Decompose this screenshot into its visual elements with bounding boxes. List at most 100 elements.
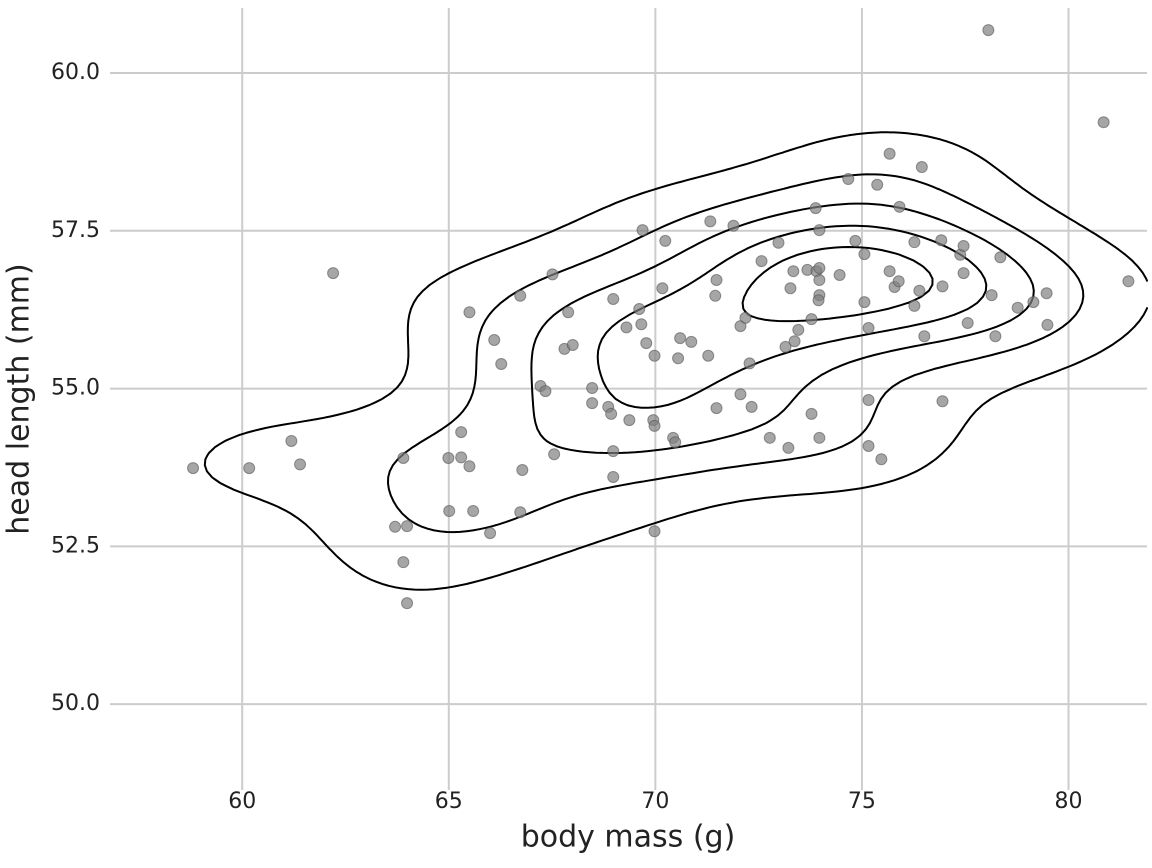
data-point [883, 147, 896, 160]
data-point [727, 219, 740, 232]
data-point [858, 296, 871, 309]
data-point [463, 460, 476, 473]
data-point [243, 462, 256, 475]
data-point [514, 506, 527, 519]
data-point [640, 337, 653, 350]
data-point [743, 357, 756, 370]
data-point [586, 397, 599, 410]
x-tick-label: 80 [1055, 789, 1083, 814]
data-point [989, 330, 1002, 343]
data-point [1122, 275, 1135, 288]
data-point [442, 452, 455, 465]
data-point [607, 470, 620, 483]
data-point [488, 333, 501, 346]
data-point [548, 448, 561, 461]
data-point [401, 597, 414, 610]
data-point [401, 520, 414, 533]
data-point [935, 234, 948, 247]
data-point [636, 224, 649, 237]
y-tick-label: 55.0 [51, 376, 100, 401]
data-point [982, 24, 995, 37]
data-point [908, 236, 921, 249]
data-point [1097, 116, 1110, 129]
data-point [648, 349, 661, 362]
data-point [327, 267, 340, 280]
data-point [397, 556, 410, 569]
data-point [813, 224, 826, 237]
data-point [862, 321, 875, 334]
y-tick-label: 50.0 [51, 691, 100, 716]
data-point [294, 458, 307, 471]
data-point [463, 306, 476, 319]
data-point [659, 234, 672, 247]
data-point [849, 234, 862, 247]
density-contour [203, 131, 1148, 591]
density-contour [387, 173, 1085, 534]
data-point [669, 436, 682, 449]
data-point [1040, 287, 1053, 300]
data-point [285, 434, 298, 447]
data-point [443, 505, 456, 518]
x-tick-label: 65 [435, 789, 463, 814]
data-point [674, 332, 687, 345]
data-point [566, 339, 579, 352]
data-point [739, 311, 752, 324]
data-point [858, 248, 871, 261]
data-point [813, 274, 826, 287]
x-tick-label: 70 [641, 789, 669, 814]
data-point [586, 381, 599, 394]
data-point [985, 289, 998, 302]
data-point [792, 323, 805, 336]
data-point [813, 431, 826, 444]
data-point [397, 452, 410, 465]
data-point [957, 267, 970, 280]
data-point [709, 289, 722, 302]
data-point [1027, 296, 1040, 309]
data-point [782, 441, 795, 454]
data-point [772, 236, 785, 249]
data-point [607, 292, 620, 305]
data-point [1011, 301, 1024, 314]
data-point [862, 440, 875, 453]
data-point [514, 289, 527, 302]
data-point [918, 330, 931, 343]
y-axis-title: head length (mm) [2, 263, 37, 534]
data-point [812, 294, 825, 307]
data-point [704, 215, 717, 228]
data-point [710, 402, 723, 415]
data-point [648, 419, 661, 432]
data-point [672, 352, 685, 365]
x-tick-label: 60 [228, 789, 256, 814]
data-point [1041, 318, 1054, 331]
data-point [788, 335, 801, 348]
data-point [455, 426, 468, 439]
data-point [784, 282, 797, 295]
data-point [734, 388, 747, 401]
data-point [936, 280, 949, 293]
data-point [936, 395, 949, 408]
data-point [994, 251, 1007, 264]
data-point [961, 316, 974, 329]
y-tick-label: 52.5 [51, 533, 100, 558]
x-tick-label: 75 [848, 789, 876, 814]
data-point [871, 178, 884, 191]
data-point [607, 445, 620, 458]
data-point [862, 393, 875, 406]
data-point [755, 255, 768, 268]
data-point [620, 321, 633, 334]
data-point [467, 505, 480, 518]
density-contour [741, 246, 934, 323]
data-point [562, 306, 575, 319]
data-point [455, 451, 468, 464]
data-point [495, 357, 508, 370]
data-point [957, 239, 970, 252]
data-point [805, 407, 818, 420]
data-point [883, 265, 896, 278]
data-point [710, 274, 723, 287]
data-point [813, 262, 826, 275]
x-axis-title: body mass (g) [521, 820, 736, 855]
data-point [809, 202, 822, 215]
data-point [892, 275, 905, 288]
